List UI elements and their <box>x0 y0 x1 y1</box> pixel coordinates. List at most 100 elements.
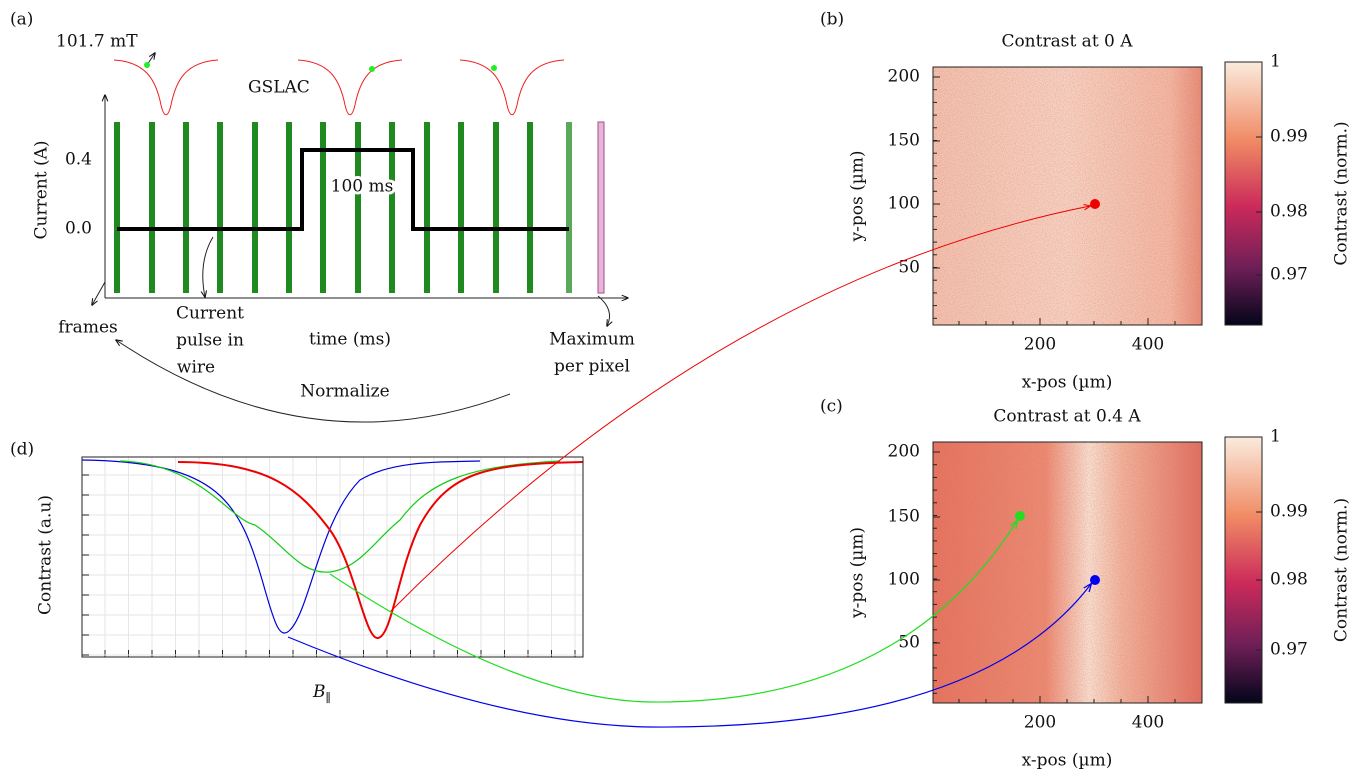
panel-label: (a) <box>10 10 33 30</box>
y-axis-label: y-pos (µm) <box>848 527 868 619</box>
normalize-label: Normalize <box>300 382 389 402</box>
colorbar-tick-label: 0.98 <box>1270 202 1308 222</box>
frames-label: frames <box>58 318 117 338</box>
gslac-dip <box>459 59 565 116</box>
pulse-note: wire <box>177 358 215 378</box>
maximum-note: Maximum <box>549 330 635 350</box>
y-tick-label: 150 <box>888 131 920 151</box>
connectors <box>287 206 1091 728</box>
colorbar <box>1224 436 1263 704</box>
pulse-duration: 100 ms <box>331 177 394 197</box>
x-tick-label: 200 <box>1024 713 1056 733</box>
frame-bar <box>493 122 499 293</box>
gslac-point <box>144 62 150 68</box>
plot-frame <box>81 456 584 658</box>
connector-red <box>389 206 1090 613</box>
y-axis-label: Current (A) <box>32 141 52 240</box>
frame-bar <box>566 122 572 293</box>
marker-point <box>1090 575 1100 585</box>
subscript: ∥ <box>325 691 331 705</box>
panel-label: (d) <box>10 440 34 460</box>
colorbar <box>1224 61 1263 326</box>
y-tick-label: 0.0 <box>65 219 92 239</box>
y-tick-label: 50 <box>898 633 920 653</box>
y-tick-label: 0.4 <box>65 150 92 170</box>
frame-bar <box>149 122 155 293</box>
frame-bar <box>458 122 464 293</box>
frame-bar <box>355 122 361 293</box>
y-tick-label: 100 <box>888 570 920 590</box>
symbol: B <box>312 682 326 702</box>
frame-bar <box>286 122 292 293</box>
map-title: Contrast at 0 A <box>1001 32 1133 52</box>
gslac-point <box>491 65 497 71</box>
arrow <box>92 281 106 305</box>
curve-green <box>119 460 561 573</box>
marker-point <box>1090 199 1100 209</box>
panel-label: (b) <box>820 10 844 30</box>
frame-bar <box>183 122 189 293</box>
y-tick-label: 150 <box>888 507 920 527</box>
maximum-frame <box>597 121 605 294</box>
heatmap-texture <box>933 442 1202 703</box>
gslac-label: GSLAC <box>248 78 310 98</box>
y-tick-label: 50 <box>898 258 920 278</box>
arrow <box>203 236 214 297</box>
grid <box>82 457 583 657</box>
frame-bar <box>527 122 533 293</box>
panel-d: (d) Contrast (a.u) B∥ <box>10 440 584 705</box>
y-axis-label: Contrast (a.u) <box>36 495 56 615</box>
colorbar-tick-label: 1 <box>1270 427 1281 447</box>
arrow <box>597 295 610 326</box>
map-panel: (c) Contrast at 0.4 A 200 400 200 150 100 50 y-p… <box>820 397 1352 771</box>
y-tick-label: 100 <box>888 194 920 214</box>
pulse-note: pulse in <box>176 331 244 351</box>
connector-green <box>329 521 1017 703</box>
x-axis-label: x-pos (µm) <box>1022 373 1113 393</box>
panel-label: (c) <box>820 397 843 417</box>
current-pulse <box>117 148 569 231</box>
colorbar-tick-label: 1 <box>1270 52 1281 72</box>
colorbar-label: Contrast (norm.) <box>1332 121 1352 265</box>
gslac-dips <box>113 59 565 116</box>
colorbar-tick-label: 0.98 <box>1270 570 1308 590</box>
x-axis-label: time (ms) <box>309 330 391 350</box>
colorbar-tick-label: 0.99 <box>1270 127 1308 147</box>
frame-bar <box>217 122 223 293</box>
heatmap-texture <box>933 67 1202 325</box>
curve-blue <box>81 459 481 634</box>
frame-bar <box>252 122 258 293</box>
field-label: 101.7 mT <box>56 32 138 52</box>
gslac-dip <box>297 59 403 116</box>
gslac-point <box>369 66 375 72</box>
frame-bar <box>389 122 395 293</box>
colorbar-tick-label: 0.97 <box>1270 265 1308 285</box>
curve-red <box>177 461 584 639</box>
normalize-arrow <box>116 340 511 423</box>
x-axis-label: x-pos (µm) <box>1022 751 1113 771</box>
marker-point <box>1015 511 1025 521</box>
connector-blue <box>287 584 1091 728</box>
x-axis-label: B∥ <box>312 682 331 705</box>
y-axis-label: y-pos (µm) <box>848 150 868 242</box>
x-tick-label: 400 <box>1132 335 1164 355</box>
gslac-dip <box>113 59 219 116</box>
map-title: Contrast at 0.4 A <box>993 407 1141 427</box>
frame-bar <box>424 122 430 293</box>
frame-bars <box>114 122 572 293</box>
frame-bar <box>114 122 120 293</box>
colorbar-tick-label: 0.97 <box>1270 640 1308 660</box>
x-tick-label: 200 <box>1024 335 1056 355</box>
pulse-note: Current <box>176 304 244 324</box>
y-tick-label: 200 <box>888 67 920 87</box>
y-tick-label: 200 <box>888 442 920 462</box>
colorbar-label: Contrast (norm.) <box>1332 498 1352 642</box>
x-tick-label: 400 <box>1132 713 1164 733</box>
maximum-note: per pixel <box>554 357 630 377</box>
map-panel: (b) Contrast at 0 A 200 400 200 150 100 50 y-pos… <box>820 10 1352 393</box>
colorbar-tick-label: 0.99 <box>1270 502 1308 522</box>
